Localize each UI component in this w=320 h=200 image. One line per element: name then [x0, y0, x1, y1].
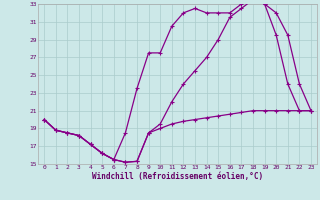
X-axis label: Windchill (Refroidissement éolien,°C): Windchill (Refroidissement éolien,°C) — [92, 172, 263, 181]
